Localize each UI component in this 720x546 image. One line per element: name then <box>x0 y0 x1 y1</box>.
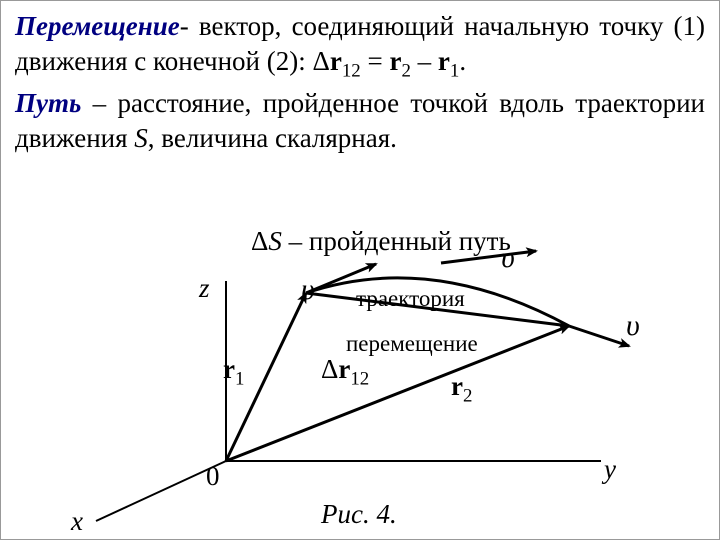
r1-r: r <box>223 354 235 384</box>
figure-caption: Рис. 4. <box>321 499 397 530</box>
def1-end: . <box>459 46 466 76</box>
figure-frame: Перемещение- вектор, соединяющий начальн… <box>0 0 720 540</box>
def1-r2-sub: 2 <box>401 60 410 81</box>
v3-label: υ <box>626 309 640 343</box>
def2-end: , величина скалярная. <box>148 123 397 153</box>
r1-label: r1 <box>223 354 244 390</box>
definition-displacement: Перемещение- вектор, соединяющий начальн… <box>15 9 705 84</box>
trajectory-label: траектория <box>356 286 465 312</box>
r2-label: r2 <box>451 371 472 407</box>
v2-label: υ <box>501 241 515 275</box>
def2-S: S <box>134 123 148 153</box>
origin-label: 0 <box>206 461 220 492</box>
def1-r1-sub: 1 <box>450 60 459 81</box>
def1-r12: r <box>330 46 342 76</box>
ds-label: ΔS – пройденный путь <box>251 226 511 257</box>
v1-label: υ <box>301 273 315 307</box>
diagram-area: ΔS – пройденный путь z x y 0 r1 r2 Δr12 … <box>1 171 720 546</box>
z-axis-label: z <box>199 273 210 304</box>
definition-path: Путь – расстояние, пройденное точкой вдо… <box>15 86 705 156</box>
ds-delta: Δ <box>251 226 268 256</box>
dr12-r: r <box>338 354 350 384</box>
def1-r2: r <box>389 46 401 76</box>
dr12-label: Δr12 <box>321 354 369 390</box>
x-axis-label: x <box>71 506 83 537</box>
term-path: Путь <box>15 88 81 118</box>
def1-eq: = <box>361 46 390 76</box>
y-axis-label: y <box>604 454 616 485</box>
r1-sub: 1 <box>235 368 244 389</box>
def1-minus: – <box>411 46 438 76</box>
dr12-delta: Δ <box>321 354 338 384</box>
ds-S: S <box>268 226 282 256</box>
term-displacement: Перемещение <box>15 11 180 41</box>
def1-r1: r <box>438 46 450 76</box>
displacement-label: перемещение <box>346 331 478 357</box>
ds-rest: – пройденный путь <box>282 226 511 256</box>
r2-r: r <box>451 371 463 401</box>
dr12-sub: 12 <box>350 368 369 389</box>
def1-r12-sub: 12 <box>342 60 361 81</box>
r2-sub: 2 <box>463 385 472 406</box>
definitions-block: Перемещение- вектор, соединяющий начальн… <box>15 9 705 156</box>
